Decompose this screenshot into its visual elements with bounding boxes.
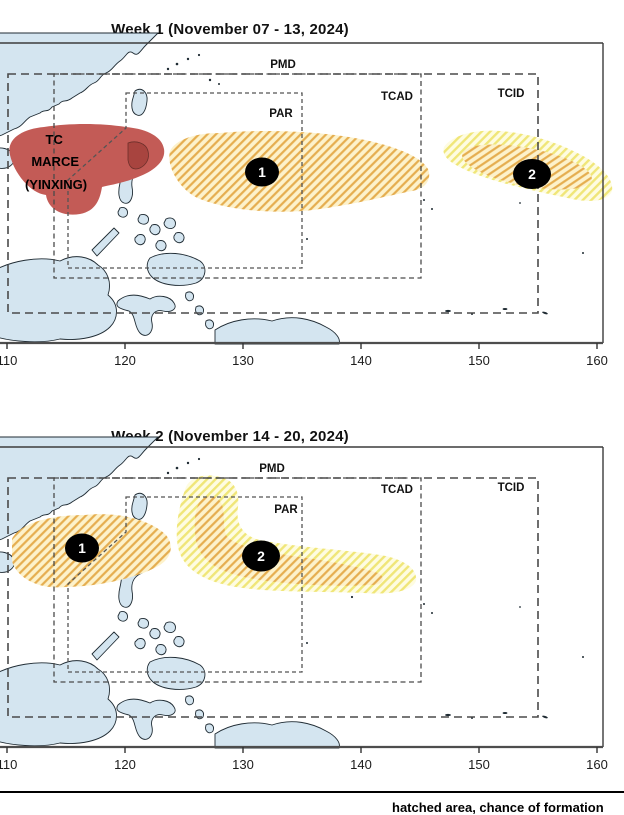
week2-par-label: PAR [274,504,298,516]
week1-tc-label: TC MARCE (YINXING) [25,132,87,192]
footer-divider [0,791,624,793]
svg-text:150: 150 [468,757,490,772]
week1-area2-marker: 2 [513,159,551,189]
svg-text:1: 1 [258,164,266,180]
svg-text:140: 140 [350,757,372,772]
week2-pmd-label: PMD [259,463,285,475]
week2-area2-marker: 2 [242,540,280,572]
svg-text:160: 160 [586,757,608,772]
week1-x-axis: 110 120 130 140 150 160 [0,353,608,368]
week1-area1-shape [169,131,430,212]
week2-area2-inner [194,496,383,586]
week1-tcid-label: TCID [498,88,525,100]
week2-tcad-label: TCAD [381,484,413,496]
week1-title: Week 1 (November 07 - 13, 2024) [111,21,349,38]
svg-text:110: 110 [0,757,17,772]
week1-area1-marker: 1 [245,157,279,187]
svg-text:130: 130 [232,757,254,772]
svg-text:160: 160 [586,353,608,368]
week1-map: PMD PAR TCAD TCID TC MARCE (YINXING) 1 2… [0,32,613,368]
week2-basemap [0,436,585,749]
svg-text:150: 150 [468,353,490,368]
week2-title: Week 2 (November 14 - 20, 2024) [111,428,349,445]
week2-map: PMD PAR TCAD TCID 1 2 110 120 130 140 15… [0,436,608,772]
svg-text:120: 120 [114,353,136,368]
svg-text:130: 130 [232,353,254,368]
week1-par-label: PAR [269,108,293,120]
week1-luzon-under-red [127,141,149,170]
svg-text:1: 1 [78,540,86,556]
week1-pmd-label: PMD [270,59,296,71]
week2-tcid-label: TCID [498,482,525,494]
week2-x-axis: 110 120 130 140 150 160 [0,757,608,772]
week1-tcad-label: TCAD [381,91,413,103]
week2-area1-marker: 1 [65,533,99,563]
svg-text:120: 120 [114,757,136,772]
week1-tc-marce-area [9,124,165,215]
svg-text:140: 140 [350,353,372,368]
svg-text:110: 110 [0,353,17,368]
footer-legend-text: hatched area, chance of formation [392,800,604,815]
svg-text:2: 2 [257,548,265,564]
svg-text:2: 2 [528,166,536,182]
